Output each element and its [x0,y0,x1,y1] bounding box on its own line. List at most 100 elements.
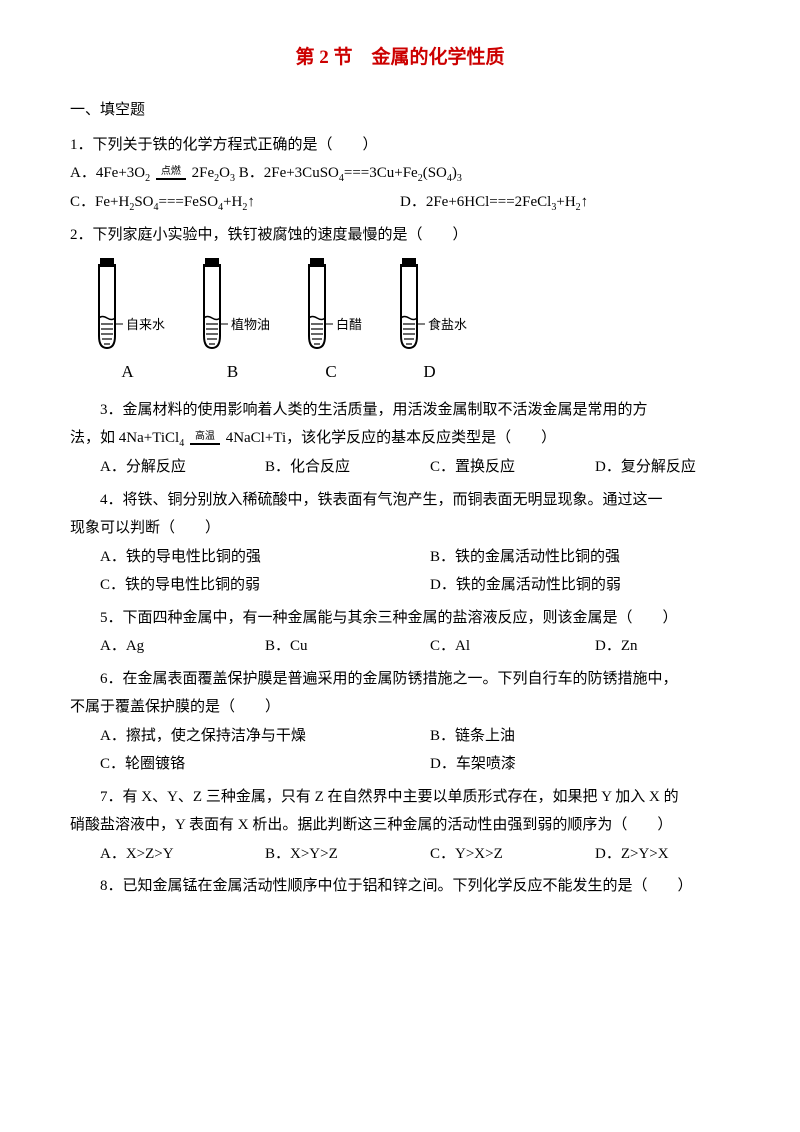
q7-A: A．X>Z>Y [70,840,235,869]
test-tube-icon [90,258,124,350]
test-tube-icon [195,258,229,350]
text: A．4Fe+3O [70,165,145,181]
q8-stem: 8．已知金属锰在金属活动性顺序中位于铝和锌之间。下列化学反应不能发生的是（ ） [70,872,730,901]
tube-label: 自来水 [126,313,165,338]
q7-D: D．Z>Y>X [565,840,730,869]
q6-options: A．擦拭，使之保持洁净与干燥 B．链条上油 C．轮圈镀铬 D．车架喷漆 [70,722,730,779]
tube-option: 白醋 C [300,258,362,388]
title-text: 第 2 节 金属的化学性质 [295,47,504,68]
test-tube-icon [392,258,426,350]
q3-line1: 3．金属材料的使用影响着人类的生活质量，用活泼金属制取不活泼金属是常用的方 [70,396,730,425]
test-tube-icon [300,258,334,350]
q6-A: A．擦拭，使之保持洁净与干燥 [70,722,400,751]
tube-label: 白醋 [336,313,362,338]
sub: 3 [230,173,235,184]
text: ===3Cu+Fe [344,165,418,181]
text: O [219,165,230,181]
q4-A: A．铁的导电性比铜的强 [70,543,400,572]
q3-options: A．分解反应 B．化合反应 C．置换反应 D．复分解反应 [70,453,730,482]
q5-C: C．Al [400,632,565,661]
q6-D: D．车架喷漆 [400,750,730,779]
tube-block: 植物油 [195,258,270,350]
q1-A: A．4Fe+3O2 点燃 2Fe2O3 [70,165,239,181]
sub: 4 [179,438,184,449]
q7-line2: 硝酸盐溶液中，Y 表面有 X 析出。据此判断这三种金属的活动性由强到弱的顺序为（… [70,811,730,840]
q6-C: C．轮圈镀铬 [70,750,400,779]
text: (SO [423,165,447,181]
q1-stem: 1．下列关于铁的化学方程式正确的是（ ） [70,131,730,160]
q4-line1: 4．将铁、铜分别放入稀硫酸中，铁表面有气泡产生，而铜表面无明显现象。通过这一 [70,486,730,515]
question-2: 2．下列家庭小实验中，铁钉被腐蚀的速度最慢的是（ ） 自来水 A 植物油 B [70,221,730,388]
tube-block: 白醋 [300,258,362,350]
tube-block: 自来水 [90,258,165,350]
q1-B: B．2Fe+3CuSO4===3Cu+Fe2(SO4)3 [239,165,462,181]
question-8: 8．已知金属锰在金属活动性顺序中位于铝和锌之间。下列化学反应不能发生的是（ ） [70,872,730,901]
tube-block: 食盐水 [392,258,467,350]
q4-B: B．铁的金属活动性比铜的强 [400,543,730,572]
cond-label: 高温 [195,432,215,442]
q1-options-row1: A．4Fe+3O2 点燃 2Fe2O3 B．2Fe+3CuSO4===3Cu+F… [70,159,730,188]
question-6: 6．在金属表面覆盖保护膜是普遍采用的金属防锈措施之一。下列自行车的防锈措施中， … [70,665,730,779]
q1-options-row2: C．Fe+H2SO4===FeSO4+H2↑ D．2Fe+6HCl===2FeC… [70,188,730,217]
q2-stem: 2．下列家庭小实验中，铁钉被腐蚀的速度最慢的是（ ） [70,221,730,250]
reaction-condition: 点燃 [156,167,186,180]
question-7: 7．有 X、Y、Z 三种金属，只有 Z 在自然界中主要以单质形式存在，如果把 Y… [70,783,730,869]
tube-option: 自来水 A [90,258,165,388]
page-title: 第 2 节 金属的化学性质 [70,40,730,76]
sub: 3 [457,173,462,184]
question-1: 1．下列关于铁的化学方程式正确的是（ ） A．4Fe+3O2 点燃 2Fe2O3… [70,131,730,218]
text: D．2Fe+6HCl===2FeCl [400,194,551,210]
tube-letter: B [227,356,238,388]
q1-C: C．Fe+H2SO4===FeSO4+H2↑ [70,188,400,217]
q3-D: D．复分解反应 [565,453,730,482]
q4-options: A．铁的导电性比铜的强 B．铁的金属活动性比铜的强 C．铁的导电性比铜的弱 D．… [70,543,730,600]
tube-letter: C [325,356,336,388]
section-heading: 一、填空题 [70,96,730,125]
text: 4NaCl+Ti，该化学反应的基本反应类型是（ ） [226,430,556,446]
q7-line1: 7．有 X、Y、Z 三种金属，只有 Z 在自然界中主要以单质形式存在，如果把 Y… [70,783,730,812]
q2-tubes: 自来水 A 植物油 B 白醋 C [90,258,730,388]
q5-stem: 5．下面四种金属中，有一种金属能与其余三种金属的盐溶液反应，则该金属是（ ） [70,604,730,633]
q6-line2: 不属于覆盖保护膜的是（ ） [70,693,730,722]
sub: 2 [145,173,150,184]
q7-options: A．X>Z>Y B．X>Y>Z C．Y>X>Z D．Z>Y>X [70,840,730,869]
q3-C: C．置换反应 [400,453,565,482]
q7-B: B．X>Y>Z [235,840,400,869]
text: C．Fe+H [70,194,129,210]
tube-label: 植物油 [231,313,270,338]
text: SO [134,194,153,210]
q5-B: B．Cu [235,632,400,661]
q3-B: B．化合反应 [235,453,400,482]
text: B．2Fe+3CuSO [239,165,339,181]
q6-line1: 6．在金属表面覆盖保护膜是普遍采用的金属防锈措施之一。下列自行车的防锈措施中， [70,665,730,694]
q7-C: C．Y>X>Z [400,840,565,869]
question-4: 4．将铁、铜分别放入稀硫酸中，铁表面有气泡产生，而铜表面无明显现象。通过这一 现… [70,486,730,600]
question-3: 3．金属材料的使用影响着人类的生活质量，用活泼金属制取不活泼金属是常用的方 法，… [70,396,730,482]
q6-B: B．链条上油 [400,722,730,751]
text: ↑ [247,194,255,210]
cond-label: 点燃 [161,167,181,177]
tube-label: 食盐水 [428,313,467,338]
tube-letter: D [423,356,435,388]
question-5: 5．下面四种金属中，有一种金属能与其余三种金属的盐溶液反应，则该金属是（ ） A… [70,604,730,661]
cond-line [156,178,186,180]
text: +H [223,194,242,210]
tube-option: 食盐水 D [392,258,467,388]
q3-line2: 法，如 4Na+TiCl4 高温 4NaCl+Ti，该化学反应的基本反应类型是（… [70,424,730,453]
q4-C: C．铁的导电性比铜的弱 [70,571,400,600]
tube-letter: A [121,356,133,388]
q5-D: D．Zn [565,632,730,661]
q4-line2: 现象可以判断（ ） [70,514,730,543]
text: 2Fe [192,165,215,181]
q1-D: D．2Fe+6HCl===2FeCl3+H2↑ [400,188,730,217]
text: ===FeSO [159,194,219,210]
q3-A: A．分解反应 [70,453,235,482]
q5-A: A．Ag [70,632,235,661]
text: ↑ [581,194,589,210]
q4-D: D．铁的金属活动性比铜的弱 [400,571,730,600]
text: +H [556,194,575,210]
q5-options: A．Ag B．Cu C．Al D．Zn [70,632,730,661]
cond-line [190,443,220,445]
tube-option: 植物油 B [195,258,270,388]
text: 法，如 4Na+TiCl [70,430,179,446]
